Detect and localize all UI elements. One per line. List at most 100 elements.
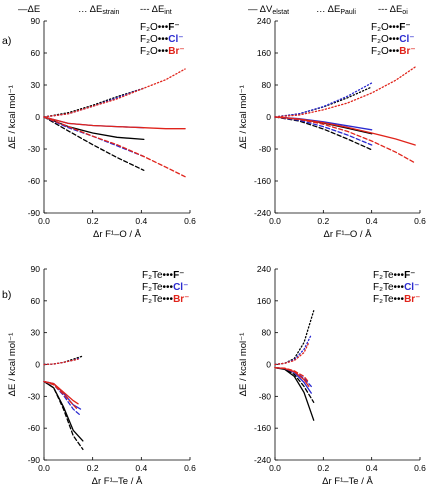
legend-entry-0: F₂O•••F⁻ [140,22,180,33]
header-legend-left-0: —ΔE [18,4,40,15]
series-Br-dEPauli [274,66,416,118]
series-Cl-dEoi [274,367,312,388]
series-Br-dEint [43,116,186,178]
x-tick-label: 0.0 [269,463,281,473]
series-F-dEPauli [274,310,315,366]
y-tick-label: -30 [28,144,41,154]
chart-b-left: 90 60 30 0 -30 -60 -900.0 0.2 0.4 0.6 Δr F¹–Te / Å… [7,264,196,487]
x-tick-label: 0.4 [135,216,147,226]
y-tick-label: -60 [28,176,41,186]
legend-entry-0: F₂O•••F⁻ [371,22,411,33]
x-tick-label: 0.6 [414,463,426,473]
y-axis-label: ΔE / kcal mol⁻¹ [238,333,249,397]
x-axis-label: Δr F¹–Te / Å [92,476,143,487]
series-Br-dEstrain [43,358,79,366]
series-Br-dEint [43,380,79,411]
y-tick-label: 30 [31,328,41,338]
y-tick-label: -160 [254,176,271,186]
y-tick-label: 60 [31,48,41,58]
y-tick-label: 80 [262,328,272,338]
x-tick-label: 0.0 [269,216,281,226]
legend-entry-1: F₂O•••Cl⁻ [371,34,415,45]
series-F-dVelstat [274,367,315,421]
x-tick-label: 0.6 [184,216,196,226]
x-tick-label: 0.2 [87,463,99,473]
series-Br-dEstrain [43,68,186,118]
series-Cl-dEPauli [274,334,312,366]
legend-entry-0: F₂Te•••F⁻ [373,270,415,281]
series-F-dEPauli [274,86,373,118]
x-axis-label: Δr F¹–O / Å [323,229,372,240]
legend-entry-1: F₂Te•••Cl⁻ [142,282,188,293]
y-tick-label: -60 [28,423,41,433]
legend-entry-1: F₂O•••Cl⁻ [140,34,184,45]
x-tick-label: 0.4 [366,463,378,473]
y-axis-label: ΔE / kcal mol⁻¹ [7,85,18,149]
y-tick-label: 60 [31,296,41,306]
x-tick-label: 0.2 [317,216,329,226]
y-tick-label: 0 [266,360,271,370]
y-tick-label: 0 [266,112,271,122]
chart-a-left: 90 60 30 0 -30 -60 -900.0 0.2 0.4 0.6 Δr F¹–O / Å Δ… [7,16,196,240]
series-Br-dVelstat [274,116,416,146]
y-tick-label: 30 [31,80,41,90]
y-tick-label: -240 [254,208,271,218]
x-tick-label: 0.2 [317,463,329,473]
y-tick-label: -80 [259,391,272,401]
y-tick-label: -90 [28,455,41,465]
x-tick-label: 0.0 [38,216,50,226]
header-legend-left-1: … ΔEstrain [78,4,120,16]
x-tick-label: 0.0 [38,463,50,473]
series-F-dE [43,380,84,442]
y-tick-label: 240 [257,16,271,26]
series-Br-dEPauli [274,341,310,366]
series-F-dEint [43,380,84,451]
y-tick-label: 240 [257,264,271,274]
series-Cl-dEPauli [274,82,373,118]
legend-entry-2: F₂O•••Br⁻ [371,46,416,57]
x-tick-label: 0.6 [414,216,426,226]
panel-label-b: b) [2,289,11,301]
series-Br-dE [43,380,79,405]
series-Br-dE [43,116,186,130]
legend-entry-2: F₂O•••Br⁻ [140,46,185,57]
series-Cl-dEint [43,380,82,417]
x-axis-label: Δr F¹–Te / Å [322,476,373,487]
x-tick-label: 0.6 [184,463,196,473]
series-Br-dEoi [274,367,310,384]
header-legend-left-2: --- ΔEint [140,4,172,16]
y-tick-label: 80 [262,80,272,90]
series-F-dEstrain [43,355,84,366]
legend-entry-0: F₂Te•••F⁻ [142,270,184,281]
y-tick-label: 90 [31,16,41,26]
y-tick-label: 160 [257,296,271,306]
y-axis-label: ΔE / kcal mol⁻¹ [238,85,249,149]
x-axis-label: Δr F¹–O / Å [93,229,142,240]
x-tick-label: 0.4 [135,463,147,473]
x-tick-label: 0.4 [366,216,378,226]
series-F-dEint [43,116,145,171]
legend-entry-1: F₂Te•••Cl⁻ [373,282,419,293]
y-axis-label: ΔE / kcal mol⁻¹ [7,333,18,397]
legend-entry-2: F₂Te•••Br⁻ [142,294,189,305]
x-tick-label: 0.2 [87,216,99,226]
series-Cl-dEstrain [43,87,145,118]
header-legend-right-1: … ΔEPauli [316,4,356,16]
y-tick-label: 0 [35,360,40,370]
series-Br-dEoi [274,116,416,164]
y-tick-label: -90 [28,208,41,218]
y-tick-label: -160 [254,423,271,433]
y-tick-label: 90 [31,264,41,274]
y-tick-label: 160 [257,48,271,58]
panel-label-a: a) [2,35,11,47]
y-tick-label: 0 [35,112,40,122]
y-tick-label: -30 [28,391,41,401]
series-F-dEstrain [43,87,145,118]
y-tick-label: -240 [254,455,271,465]
y-tick-label: -80 [259,144,272,154]
header-legend-right-0: — ΔVelstat [248,4,289,16]
legend-entry-2: F₂Te•••Br⁻ [373,294,420,305]
